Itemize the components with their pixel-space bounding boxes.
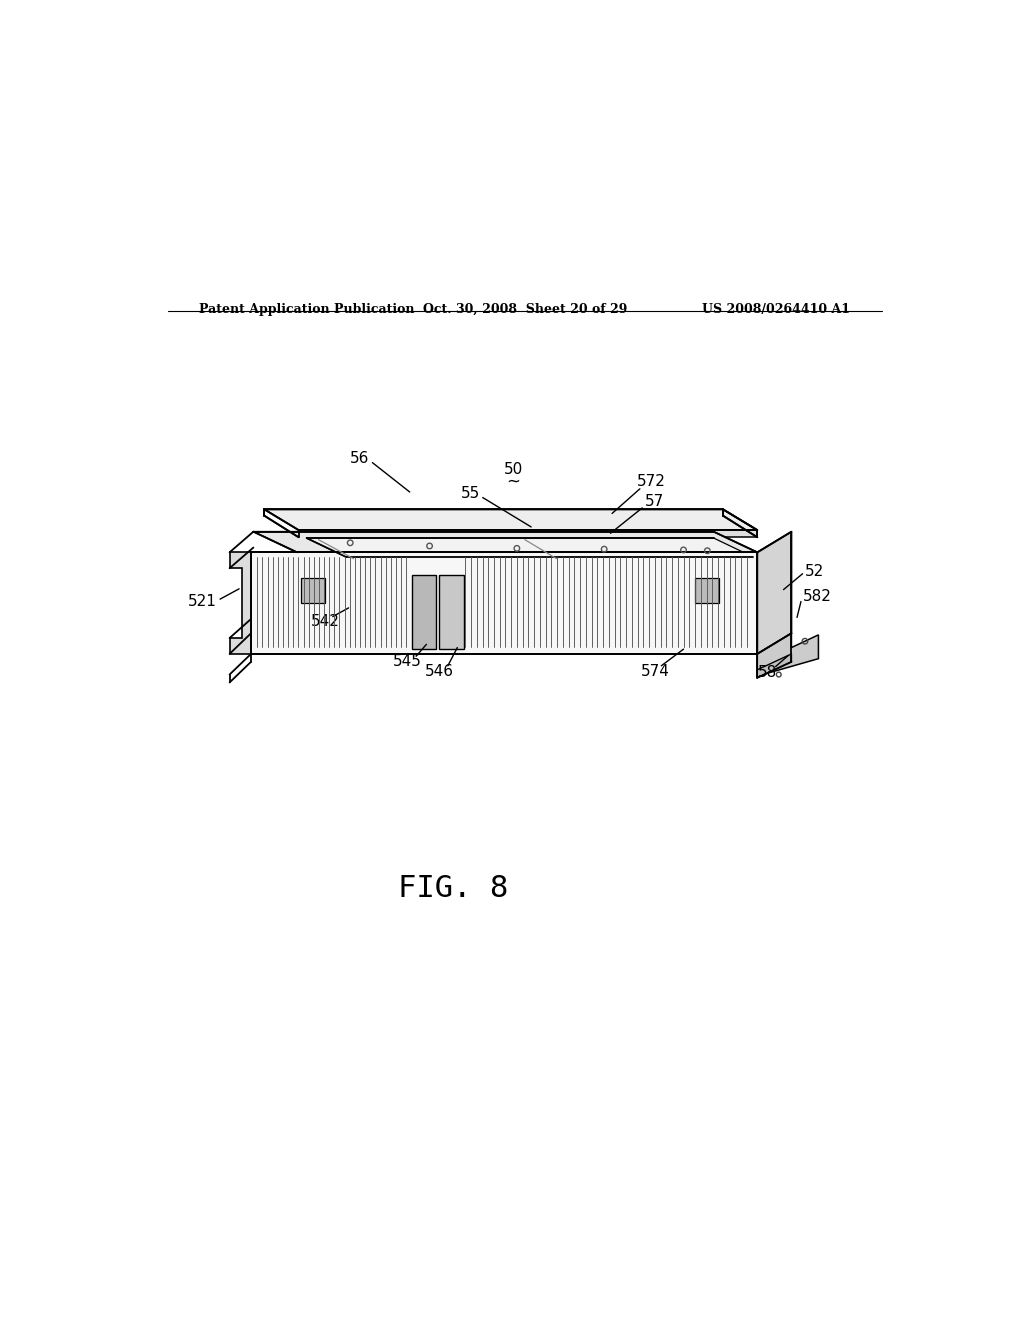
Polygon shape	[439, 576, 465, 649]
Text: 58: 58	[758, 665, 777, 680]
Polygon shape	[758, 653, 792, 677]
Polygon shape	[253, 532, 758, 552]
Text: 582: 582	[803, 589, 831, 605]
Text: 545: 545	[393, 655, 422, 669]
Text: FIG. 8: FIG. 8	[398, 874, 509, 903]
Polygon shape	[301, 578, 325, 603]
Text: 56: 56	[350, 451, 370, 466]
Text: 55: 55	[461, 486, 480, 502]
Text: 57: 57	[644, 494, 664, 510]
Polygon shape	[695, 578, 719, 603]
Polygon shape	[251, 552, 758, 653]
Polygon shape	[264, 510, 758, 531]
Text: 521: 521	[188, 594, 217, 609]
Text: 574: 574	[641, 664, 670, 678]
Text: 50: 50	[504, 462, 523, 478]
Text: ~: ~	[507, 473, 520, 491]
Text: 546: 546	[425, 664, 454, 678]
Polygon shape	[412, 576, 436, 649]
Text: 52: 52	[805, 564, 824, 579]
Text: 572: 572	[637, 474, 667, 490]
Text: US 2008/0264410 A1: US 2008/0264410 A1	[702, 304, 850, 315]
Text: Oct. 30, 2008  Sheet 20 of 29: Oct. 30, 2008 Sheet 20 of 29	[423, 304, 627, 315]
Polygon shape	[229, 552, 251, 653]
Text: Patent Application Publication: Patent Application Publication	[200, 304, 415, 315]
Polygon shape	[758, 634, 818, 676]
Text: 542: 542	[310, 614, 339, 628]
Polygon shape	[306, 539, 754, 557]
Polygon shape	[299, 531, 758, 537]
Polygon shape	[758, 532, 792, 653]
